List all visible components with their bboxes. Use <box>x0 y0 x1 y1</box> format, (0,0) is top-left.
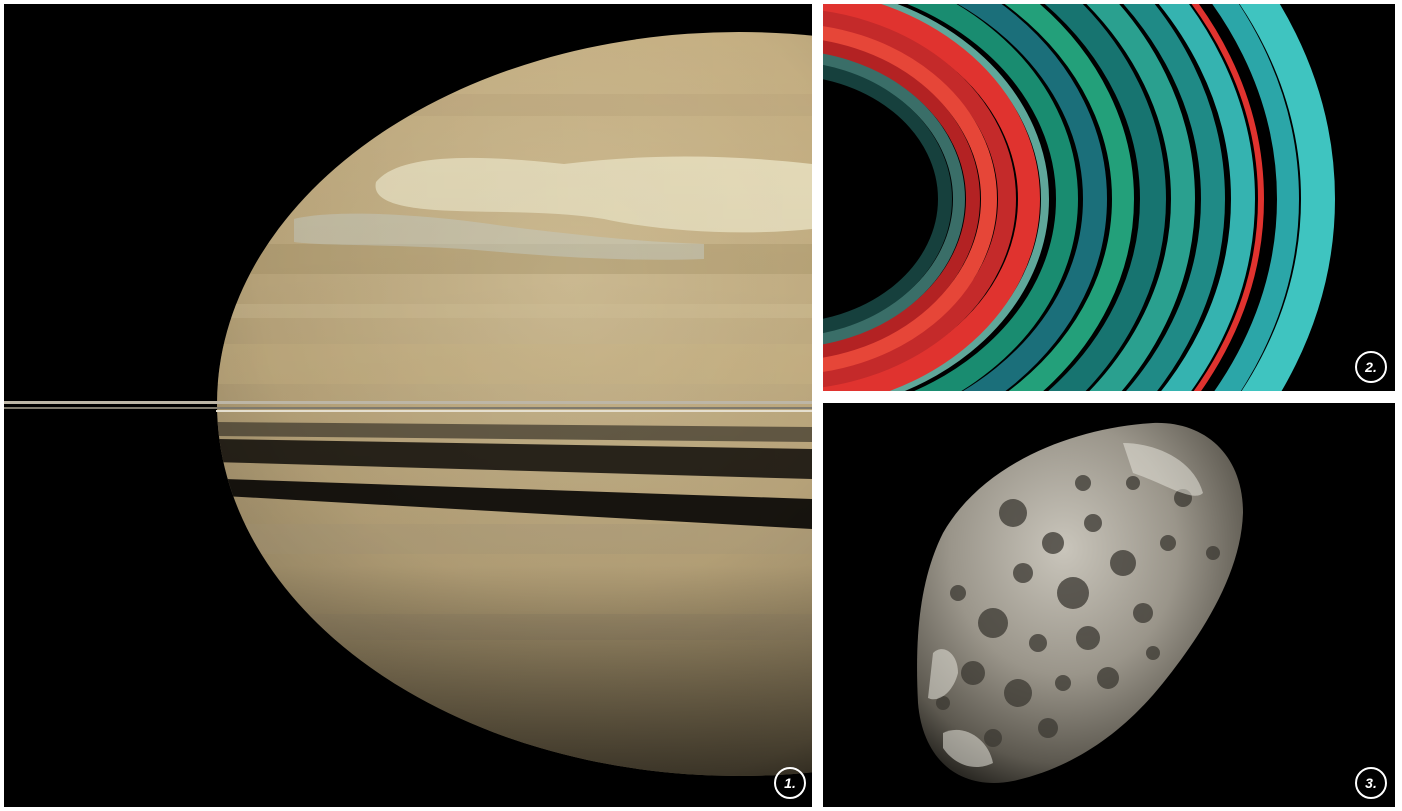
saturn-image-panel: 1. <box>4 4 812 807</box>
ring-bands <box>823 4 1335 391</box>
saturn-image <box>4 4 812 807</box>
panel-number-badge: 1. <box>774 767 806 799</box>
rings-image-panel: 2. <box>823 4 1395 391</box>
panel-number-badge: 3. <box>1355 767 1387 799</box>
moon-image-panel: 3. <box>823 403 1395 807</box>
panel-number-badge: 2. <box>1355 351 1387 383</box>
moon-image <box>823 403 1395 807</box>
ring-plane <box>4 401 812 404</box>
hyperion-moon <box>917 422 1243 783</box>
rings-image <box>823 4 1395 391</box>
